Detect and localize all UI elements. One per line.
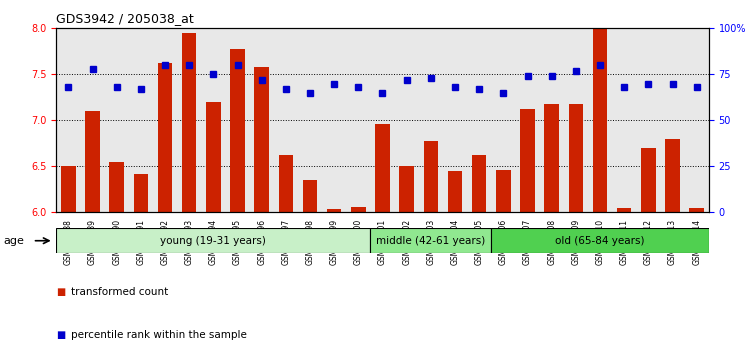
Bar bbox=[568, 104, 583, 212]
Bar bbox=[544, 104, 559, 212]
Text: transformed count: transformed count bbox=[71, 287, 169, 297]
Bar bbox=[110, 162, 124, 212]
Text: young (19-31 years): young (19-31 years) bbox=[160, 236, 266, 246]
Bar bbox=[351, 207, 365, 212]
Bar bbox=[448, 171, 462, 212]
Bar bbox=[689, 208, 704, 212]
Bar bbox=[592, 28, 608, 212]
Bar bbox=[182, 33, 196, 212]
Text: ■: ■ bbox=[56, 330, 65, 340]
Bar bbox=[665, 139, 680, 212]
Bar bbox=[400, 166, 414, 212]
Text: middle (42-61 years): middle (42-61 years) bbox=[376, 236, 485, 246]
Bar bbox=[424, 141, 438, 212]
Bar bbox=[496, 170, 511, 212]
Bar bbox=[158, 63, 172, 212]
Bar bbox=[278, 155, 293, 212]
Bar bbox=[230, 48, 244, 212]
Bar bbox=[520, 109, 535, 212]
Bar bbox=[641, 148, 656, 212]
Bar bbox=[472, 155, 487, 212]
Bar bbox=[61, 166, 76, 212]
Text: ■: ■ bbox=[56, 287, 65, 297]
Bar bbox=[206, 102, 220, 212]
Text: old (65-84 years): old (65-84 years) bbox=[555, 236, 645, 246]
Bar bbox=[375, 124, 390, 212]
Text: percentile rank within the sample: percentile rank within the sample bbox=[71, 330, 248, 340]
Text: age: age bbox=[4, 236, 25, 246]
Text: GDS3942 / 205038_at: GDS3942 / 205038_at bbox=[56, 12, 194, 25]
Bar bbox=[134, 174, 148, 212]
Bar bbox=[56, 228, 370, 253]
Bar bbox=[370, 228, 491, 253]
Bar bbox=[617, 208, 632, 212]
Bar bbox=[327, 209, 341, 212]
Bar bbox=[491, 228, 709, 253]
Bar bbox=[303, 180, 317, 212]
Bar bbox=[86, 111, 100, 212]
Bar bbox=[254, 67, 269, 212]
